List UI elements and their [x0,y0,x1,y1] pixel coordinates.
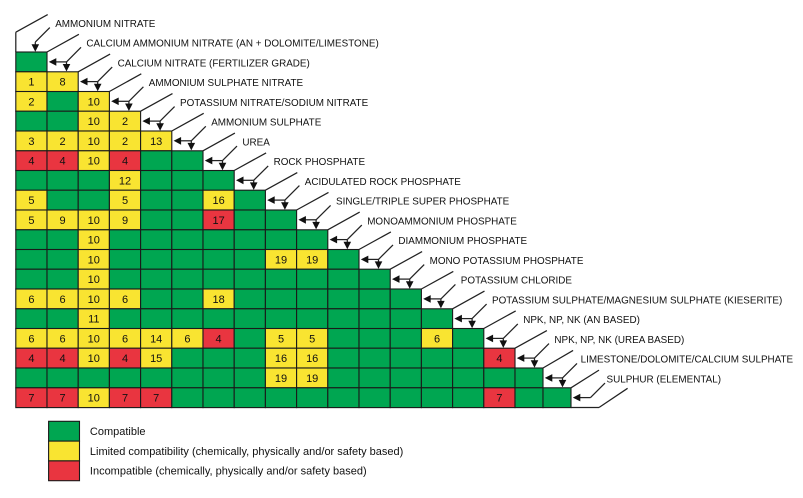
svg-text:NPK, NP, NK (UREA BASED): NPK, NP, NK (UREA BASED) [554,335,684,346]
svg-text:9: 9 [122,215,128,227]
svg-text:1: 1 [28,77,34,89]
svg-text:4: 4 [60,156,66,168]
svg-text:2: 2 [122,136,128,148]
svg-text:5: 5 [28,215,34,227]
svg-text:19: 19 [306,254,318,266]
svg-text:6: 6 [122,294,128,306]
svg-text:6: 6 [434,333,440,345]
svg-text:NPK, NP, NK (AN BASED): NPK, NP, NK (AN BASED) [523,315,640,326]
svg-text:AMMONIUM SULPHATE NITRATE: AMMONIUM SULPHATE NITRATE [149,78,304,89]
svg-text:4: 4 [122,156,128,168]
svg-text:13: 13 [150,136,162,148]
svg-text:6: 6 [28,294,34,306]
svg-text:10: 10 [88,353,100,365]
svg-text:10: 10 [88,274,100,286]
svg-text:16: 16 [306,353,318,365]
svg-text:5: 5 [278,333,284,345]
svg-text:Incompatible (chemically, phys: Incompatible (chemically, physically and… [90,466,367,478]
svg-text:SULPHUR (ELEMENTAL): SULPHUR (ELEMENTAL) [607,374,722,385]
svg-text:6: 6 [60,333,66,345]
svg-text:CALCIUM AMMONIUM NITRATE (AN: CALCIUM AMMONIUM NITRATE (AN + DOLOMITE/… [86,39,378,50]
svg-text:9: 9 [60,215,66,227]
svg-text:POTASSIUM CHLORIDE: POTASSIUM CHLORIDE [461,276,573,287]
svg-text:19: 19 [275,254,287,266]
svg-text:4: 4 [28,353,34,365]
svg-text:5: 5 [28,195,34,207]
svg-text:3: 3 [28,136,34,148]
svg-text:12: 12 [119,175,131,187]
svg-text:DIAMMONIUM PHOSPHATE: DIAMMONIUM PHOSPHATE [398,236,527,247]
svg-text:5: 5 [122,195,128,207]
svg-text:11: 11 [88,314,99,326]
svg-text:AMMONIUM NITRATE: AMMONIUM NITRATE [55,19,156,30]
svg-text:10: 10 [88,294,100,306]
svg-text:10: 10 [88,333,100,345]
svg-text:18: 18 [212,294,224,306]
svg-text:2: 2 [28,96,34,108]
svg-text:4: 4 [216,333,222,345]
svg-text:SINGLE/TRIPLE SUPER PHOSPHATE: SINGLE/TRIPLE SUPER PHOSPHATE [336,197,510,208]
svg-text:10: 10 [88,156,100,168]
svg-text:POTASSIUM NITRATE/SODIUM NITRA: POTASSIUM NITRATE/SODIUM NITRATE [180,98,369,109]
svg-text:AMMONIUM SULPHATE: AMMONIUM SULPHATE [211,118,322,129]
svg-text:10: 10 [88,96,100,108]
svg-text:6: 6 [28,333,34,345]
svg-text:7: 7 [496,393,502,405]
svg-text:10: 10 [88,235,100,247]
svg-text:ROCK PHOSPHATE: ROCK PHOSPHATE [274,157,366,168]
svg-text:Limited compatibility (chemica: Limited compatibility (chemically, physi… [90,446,403,458]
svg-text:CALCIUM NITRATE (FERTILIZER GR: CALCIUM NITRATE (FERTILIZER GRADE) [118,58,310,69]
svg-text:Compatible: Compatible [90,426,146,438]
svg-text:2: 2 [122,116,128,128]
svg-text:16: 16 [275,353,287,365]
svg-text:14: 14 [150,333,162,345]
svg-text:7: 7 [28,393,34,405]
svg-text:8: 8 [60,77,66,89]
svg-text:4: 4 [28,156,34,168]
svg-text:POTASSIUM SULPHATE/MAGNESIUM S: POTASSIUM SULPHATE/MAGNESIUM SULPHATE (K… [492,295,782,306]
svg-text:10: 10 [88,116,100,128]
svg-text:16: 16 [212,195,224,207]
svg-text:ACIDULATED ROCK PHOSPHATE: ACIDULATED ROCK PHOSPHATE [305,177,461,188]
svg-text:15: 15 [150,353,162,365]
svg-text:4: 4 [122,353,128,365]
svg-text:4: 4 [60,353,66,365]
svg-text:7: 7 [122,393,128,405]
svg-text:LIMESTONE/DOLOMITE/CALCIUM SUL: LIMESTONE/DOLOMITE/CALCIUM SULPHATE [581,355,794,366]
svg-text:10: 10 [88,215,100,227]
svg-text:7: 7 [153,393,159,405]
svg-text:10: 10 [88,254,100,266]
svg-text:MONO POTASSIUM PHOSPHATE: MONO POTASSIUM PHOSPHATE [430,256,584,267]
svg-text:6: 6 [184,333,190,345]
svg-text:MONOAMMONIUM PHOSPHATE: MONOAMMONIUM PHOSPHATE [367,216,517,227]
svg-text:7: 7 [60,393,66,405]
svg-text:2: 2 [60,136,66,148]
svg-text:6: 6 [122,333,128,345]
svg-text:4: 4 [496,353,502,365]
svg-text:19: 19 [306,373,318,385]
svg-text:10: 10 [88,393,100,405]
svg-text:17: 17 [212,215,224,227]
svg-text:UREA: UREA [242,137,270,148]
svg-text:6: 6 [60,294,66,306]
svg-text:10: 10 [88,136,100,148]
svg-text:5: 5 [309,333,315,345]
svg-text:19: 19 [275,373,287,385]
